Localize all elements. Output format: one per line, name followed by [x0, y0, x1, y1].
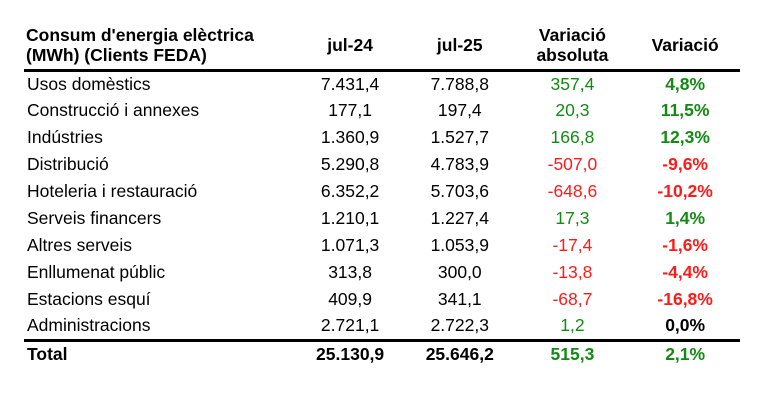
row-label: Administracions [27, 315, 151, 336]
total-jul24: 25.130,9 [295, 338, 405, 368]
energy-consumption-table: Consum d'energia elèctrica (MWh) (Clients… [24, 22, 740, 368]
total-label: Total [24, 338, 296, 368]
header-jul25: jul-25 [404, 22, 515, 72]
header-category-line2: (MWh) (Clients FEDA) [26, 45, 207, 66]
header-abs-line1: Variació [538, 25, 606, 46]
row-label: Serveis financers [27, 208, 162, 228]
row-abs-variation: 1,2 [560, 315, 585, 336]
row-jul24: 5.290,8 [320, 154, 380, 174]
row-label: Enllumenat públic [27, 262, 166, 282]
row-pct-variation: 1,4% [665, 208, 706, 228]
row-label: Distribució [27, 154, 109, 174]
table-row: Hoteleria i restauració 6.352,2 5.703,6 -64… [24, 178, 740, 205]
row-label: Altres serveis [27, 235, 133, 255]
row-jul25: 5.703,6 [430, 181, 489, 201]
row-jul24: 7.431,4 [320, 73, 380, 94]
header-category: Consum d'energia elèctrica (MWh) (Clients… [24, 22, 296, 72]
row-abs-variation: -68,7 [552, 289, 593, 309]
header-jul24: jul-24 [295, 22, 405, 72]
header-abs-variation: Variació absoluta [514, 22, 631, 72]
table-row: Usos domèstics 7.431,4 7.788,8 357,4 4,8% [24, 70, 740, 97]
row-jul24: 409,9 [328, 289, 372, 309]
table-row: Distribució 5.290,8 4.783,9 -507,0 -9,6% [24, 151, 740, 178]
row-label: Estacions esquí [27, 289, 151, 309]
table-row: Altres serveis 1.071,3 1.053,9 -17,4 -1,6% [24, 232, 740, 259]
row-jul25: 1.053,9 [430, 235, 489, 255]
row-abs-variation: -648,6 [547, 181, 598, 201]
table-row: Estacions esquí 409,9 341,1 -68,7 -16,8% [24, 286, 740, 313]
row-pct-variation: -1,6% [662, 235, 708, 255]
table-row: Enllumenat públic 313,8 300,0 -13,8 -4,4% [24, 259, 740, 286]
row-abs-variation: 166,8 [550, 127, 595, 147]
row-label: Usos domèstics [27, 73, 151, 94]
row-label: Indústries [27, 127, 103, 147]
header-abs-line2: absoluta [536, 45, 609, 66]
total-abs: 515,3 [514, 338, 631, 368]
table-row: Administracions 2.721,1 2.722,3 1,2 0,0% [24, 313, 740, 340]
header-category-line1: Consum d'energia elèctrica [26, 25, 254, 46]
total-pct: 2,1% [630, 338, 740, 368]
row-jul25: 300,0 [437, 262, 482, 282]
row-jul24: 1.071,3 [320, 235, 380, 255]
row-label: Construcció i annexes [27, 100, 200, 120]
row-label: Hoteleria i restauració [27, 181, 198, 201]
table-row: Indústries 1.360,9 1.527,7 166,8 12,3% [24, 124, 740, 151]
row-jul24: 177,1 [328, 100, 372, 120]
row-jul24: 6.352,2 [320, 181, 380, 201]
row-jul24: 1.360,9 [320, 127, 380, 147]
table-row: Serveis financers 1.210,1 1.227,4 17,3 1,4% [24, 205, 740, 232]
row-jul24: 2.721,1 [320, 315, 380, 336]
row-pct-variation: -10,2% [657, 181, 713, 201]
row-pct-variation: 11,5% [660, 100, 710, 120]
row-abs-variation: 20,3 [555, 100, 590, 120]
row-jul25: 1.227,4 [430, 208, 489, 228]
row-abs-variation: -507,0 [547, 154, 598, 174]
row-jul24: 313,8 [328, 262, 372, 282]
row-pct-variation: -16,8% [657, 289, 713, 309]
header-row: Consum d'energia elèctrica (MWh) (Clients… [24, 22, 740, 72]
row-jul25: 7.788,8 [430, 73, 489, 94]
total-row: Total 25.130,9 25.646,2 515,3 2,1% [24, 338, 740, 368]
row-abs-variation: -13,8 [552, 262, 593, 282]
row-jul25: 2.722,3 [430, 315, 489, 336]
row-abs-variation: -17,4 [552, 235, 593, 255]
row-pct-variation: -9,6% [662, 154, 708, 174]
row-pct-variation: 4,8% [665, 73, 706, 94]
row-jul25: 341,1 [437, 289, 482, 309]
row-jul25: 1.527,7 [430, 127, 489, 147]
header-pct-variation: Variació [630, 22, 740, 72]
row-abs-variation: 357,4 [550, 73, 595, 94]
row-jul25: 197,4 [437, 100, 482, 120]
table-row: Construcció i annexes 177,1 197,4 20,3 11,5% [24, 97, 740, 124]
total-jul25: 25.646,2 [404, 338, 515, 368]
row-pct-variation: 0,0% [665, 315, 706, 336]
row-abs-variation: 17,3 [555, 208, 590, 228]
row-jul24: 1.210,1 [320, 208, 380, 228]
row-pct-variation: 12,3% [660, 127, 710, 147]
row-pct-variation: -4,4% [662, 262, 708, 282]
row-jul25: 4.783,9 [430, 154, 489, 174]
